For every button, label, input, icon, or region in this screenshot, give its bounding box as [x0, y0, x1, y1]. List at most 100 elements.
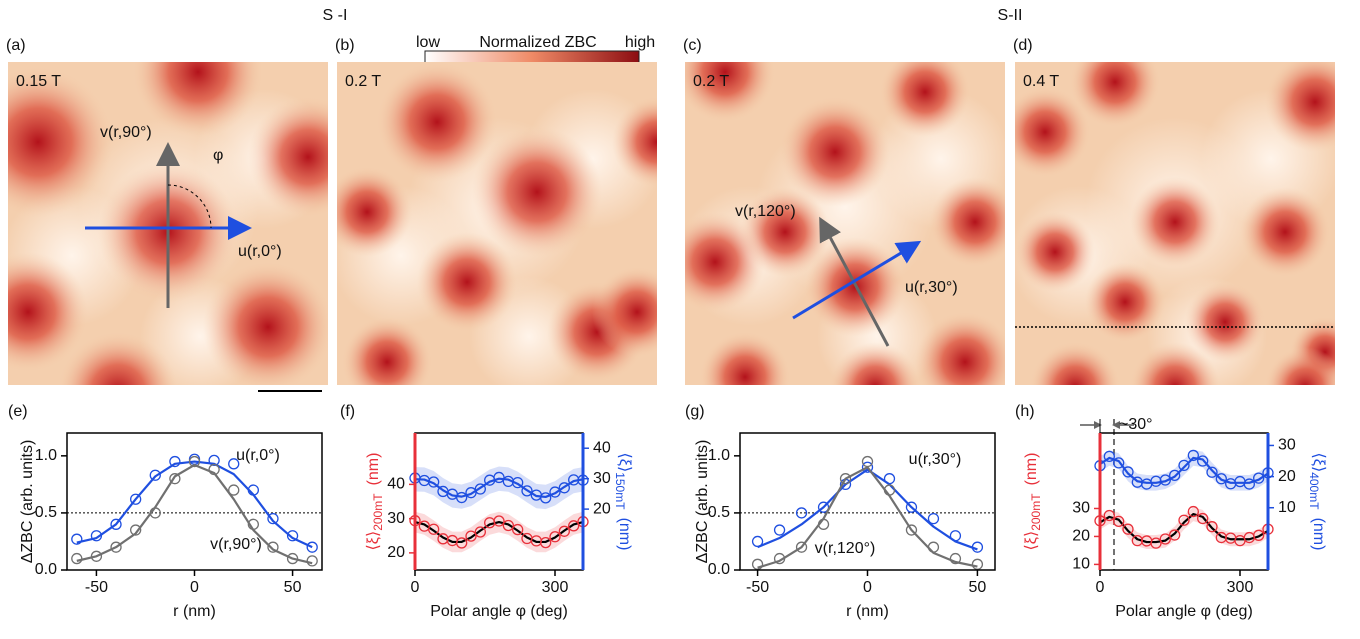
- data-point: [1187, 505, 1199, 518]
- map-blob: [1070, 62, 1160, 127]
- data-point: [110, 541, 122, 553]
- y-axis-label-unit: (nm): [365, 453, 382, 486]
- x-axis-label: r (nm): [846, 603, 889, 620]
- map-blob: [472, 127, 602, 257]
- data-point: [549, 486, 561, 498]
- data-point: [247, 518, 259, 530]
- map-blob: [880, 62, 970, 137]
- data-point: [512, 476, 524, 489]
- data-point: [817, 501, 830, 513]
- fit-line: [757, 466, 978, 569]
- data-point: [1187, 449, 1199, 462]
- data-point: [286, 530, 299, 542]
- map-blob: [1130, 342, 1220, 385]
- y-axis-label-main: ⟨ξ⟩: [1310, 453, 1327, 473]
- data-point: [474, 526, 486, 538]
- map-panel: [1015, 62, 1335, 385]
- data-point: [428, 476, 440, 488]
- y-tick-label: 30: [1072, 500, 1090, 517]
- map-blob: [685, 212, 765, 312]
- map-blob: [592, 267, 657, 357]
- fit-line: [414, 520, 584, 544]
- map-blob: [8, 252, 88, 372]
- field-label: 0.4 T: [1023, 73, 1059, 90]
- data-point: [1150, 537, 1162, 549]
- annotation: ~30°: [1119, 416, 1153, 433]
- data-point: [817, 518, 830, 530]
- data-point: [540, 492, 552, 504]
- data-point: [1178, 459, 1190, 472]
- map-blob: [337, 167, 412, 257]
- data-point: [905, 501, 918, 513]
- data-point: [130, 524, 142, 536]
- map-blob: [700, 332, 790, 385]
- y-tick-label: 30: [593, 470, 611, 487]
- data-point: [568, 474, 580, 486]
- data-point: [71, 533, 83, 545]
- data-point: [1113, 457, 1125, 469]
- data-point: [1103, 450, 1115, 463]
- fit-line: [414, 477, 584, 499]
- data-point: [1253, 529, 1265, 541]
- map-blob: [830, 342, 920, 385]
- x-tick-label: 300: [1227, 579, 1254, 596]
- y-tick-label: 0.5: [35, 504, 57, 521]
- data-point: [549, 531, 561, 543]
- arrow-label: u(r,30°): [905, 279, 958, 296]
- map-blob: [1240, 187, 1330, 277]
- data-point: [149, 507, 161, 519]
- y-axis-label-sub: 400mT: [1307, 472, 1321, 510]
- y-axis-label-main: ΔZBC (arb. units): [19, 440, 36, 564]
- plot-frame: [66, 432, 323, 571]
- data-point: [751, 558, 764, 570]
- fit-line: [76, 463, 313, 565]
- data-point: [71, 552, 83, 565]
- x-tick-label: -50: [746, 579, 769, 596]
- data-point: [456, 537, 468, 549]
- data-point: [1169, 469, 1181, 481]
- data-point: [1103, 509, 1115, 522]
- data-point: [306, 541, 318, 553]
- panel-letter: (e): [8, 403, 28, 420]
- y-tick-label: 0.0: [708, 561, 730, 578]
- arrow-label: v(r,120°): [735, 203, 796, 220]
- data-point: [169, 455, 181, 468]
- data-point: [90, 530, 103, 542]
- data-point: [188, 455, 201, 468]
- colorbar-title: Normalized ZBC: [479, 34, 596, 51]
- y-tick-label: 20: [593, 500, 611, 517]
- x-tick-label: -50: [85, 579, 108, 596]
- data-point: [169, 473, 181, 485]
- data-point: [286, 552, 299, 565]
- map-blob: [1130, 177, 1220, 267]
- y-axis-label-unit: (nm): [1023, 453, 1040, 486]
- data-point: [90, 550, 103, 562]
- y-axis-label: ⟨ξ⟩400mT (nm): [1307, 453, 1327, 551]
- data-point: [540, 536, 552, 549]
- panel-letter: (c): [683, 37, 702, 54]
- data-point: [306, 555, 318, 567]
- y-axis-label: ΔZBC (arb. units): [19, 440, 36, 564]
- data-point: [1159, 533, 1171, 545]
- data-point: [1178, 514, 1190, 526]
- maps: (a) 0.15 T v(r,90°) u(r,0°) φ (b) 0.2 T (c) 0.2 …: [6, 37, 1335, 392]
- map-panel: [337, 62, 657, 385]
- fit-line: [1099, 512, 1269, 544]
- data-point: [971, 558, 984, 570]
- y-axis-label-sub: 200mT: [371, 493, 385, 531]
- x-tick-label: 0: [190, 579, 199, 596]
- x-axis-label: r (nm): [173, 603, 216, 620]
- map-blob: [915, 312, 1005, 385]
- data-point: [267, 512, 279, 525]
- map-blob: [342, 317, 432, 385]
- x-axis-label: Polar angle φ (deg): [430, 603, 568, 620]
- plot-frame: [1099, 432, 1269, 571]
- y-tick-label: 1.0: [35, 447, 57, 464]
- data-point: [773, 524, 786, 536]
- colorbar-low: low: [416, 34, 440, 51]
- data-point: [1243, 478, 1255, 490]
- y-tick-label: 20: [1278, 468, 1296, 485]
- map-blob: [1265, 347, 1335, 385]
- data-point: [267, 541, 279, 553]
